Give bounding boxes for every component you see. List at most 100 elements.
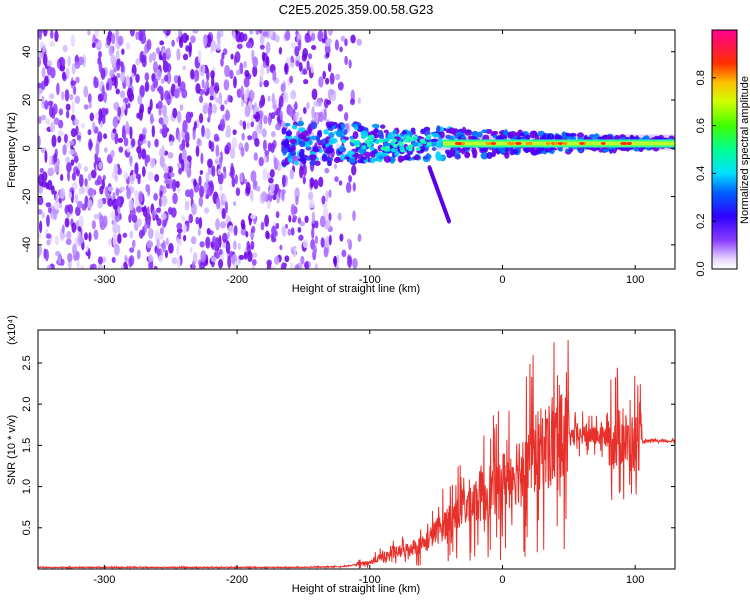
spectrogram-cell [164,178,170,185]
spectrogram-cell [294,264,300,269]
spectrogram-cell [189,246,193,253]
spectrogram-cell [294,187,300,201]
spectrogram-cell [314,221,318,228]
spectrogram-cell [108,45,114,57]
signal-cell [360,149,367,153]
spectrogram-cell [38,232,42,239]
spectrogram-cell [184,189,191,198]
spectrogram-cell [177,75,181,88]
x-tick-label: -200 [226,574,248,586]
colorbar-tick-label: 0.2 [695,214,707,229]
spectrogram-cell [350,34,356,44]
signal-cell [481,129,488,134]
signal-cell [335,130,344,138]
spectrogram-cell [230,53,234,60]
spectrogram-cell [149,113,154,125]
spectrogram-cell [243,76,250,88]
signal-cell [281,146,289,154]
spectrogram-cell [78,215,85,229]
y-tick-label: 0.5 [21,520,33,535]
colorbar-tick-label: 0.0 [695,261,707,276]
spectrogram-cell [245,230,249,238]
signal-cell [298,127,306,132]
spectrogram-cell [228,225,234,235]
spectrogram-cell [75,206,81,217]
spectrogram-cell [225,129,232,138]
spectrogram-cell [273,255,280,265]
spectrogram-cell [234,51,241,63]
spectrogram-cell [80,265,85,269]
spectrogram-cell [197,228,201,236]
spectrogram-cell [61,57,66,67]
spectrogram-cell [240,146,245,157]
spectrogram-cell [66,231,72,240]
signal-cell [364,151,371,159]
spectrogram-cell [265,41,271,54]
snr-frame [37,329,676,570]
spectrogram-cell [218,235,222,248]
spectrogram-cell [299,165,304,179]
spectrogram-cell [165,98,172,104]
signal-cell [297,120,305,127]
spectrogram-cell [125,75,130,87]
signal-cell [309,160,316,166]
spectrogram-cell [265,56,270,67]
spectrogram-cell [337,212,342,221]
spectrogram-cell [87,30,91,36]
spectrogram-cell [244,141,249,153]
spectrogram-cell [341,249,347,258]
spectrogram-cell [155,68,162,81]
spectrogram-cell [41,67,46,78]
spectrogram-cell [289,75,294,84]
spectrogram-cell [345,122,349,132]
spectrogram-cell [44,150,48,163]
spectrogram-cell [264,214,270,227]
spectrogram-cell [294,155,299,163]
signal-cell [327,127,334,131]
spectrogram-cell [153,265,158,269]
spectrogram-cell [290,89,297,100]
spectrogram-cell [183,159,190,173]
spectrogram-marks [38,30,675,269]
spectrogram-cell [147,140,151,149]
spectrogram-cell [91,220,96,230]
spectrogram-cell [311,211,316,225]
signal-cell [449,127,455,134]
spectrogram-cell [257,122,263,135]
signal-cell [314,160,321,166]
signal-cell [328,137,334,146]
signal-cell [341,123,346,130]
spectrogram-cell [239,119,243,127]
spectrogram-cell [177,256,181,269]
spectrogram-cell [319,215,326,228]
spectrogram-cell [60,174,64,181]
spectrogram-y-ticks: -40 -20 0 20 40 [21,46,675,253]
spectrogram-cell [204,127,211,140]
spectrogram-cell [76,259,80,269]
spectrogram-cell [137,147,142,160]
spectrogram-cell [290,169,295,180]
spectrogram-cell [193,178,197,188]
spectrogram-cell [225,110,231,121]
spectrogram-cell [247,135,253,141]
spectrogram-cell [83,85,89,98]
spectrogram-cell [199,90,205,96]
spectrogram-cell [348,59,352,69]
spectrogram-cell [54,161,60,174]
spectrogram-cell [110,149,115,158]
spectrogram-cell [284,63,288,73]
spectrogram-cell [158,197,162,208]
spectrogram-cell [74,61,81,70]
spectrogram-cell [107,186,114,192]
spectrogram-cell [124,256,129,263]
signal-cell [480,151,489,160]
spectrogram-cell [41,95,45,105]
spectrogram-cell [182,53,189,61]
spectrogram-cell [154,173,160,183]
spectrogram-cell [77,226,82,232]
spectrogram-cell [323,247,329,258]
spectrogram-cell [46,214,50,227]
spectrogram-cell [214,243,218,252]
spectrogram-cell [138,108,143,121]
spectrogram-cell [283,91,289,104]
